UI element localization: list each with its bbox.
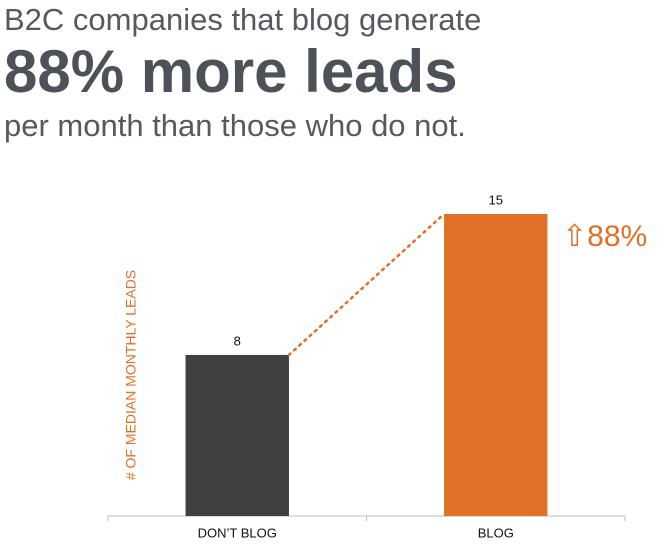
data-label: 8	[234, 333, 241, 348]
connector	[287, 212, 446, 357]
bar	[185, 354, 289, 516]
title-headline: 88% more leads	[4, 38, 458, 105]
x-tick-label: DON’T BLOG	[198, 525, 277, 540]
annotation: ⇧88%	[562, 220, 647, 253]
title-line: per month than those who do not.	[4, 108, 466, 143]
data-label: 15	[489, 192, 503, 207]
x-tick-label: BLOG	[478, 525, 514, 540]
title-line: B2C companies that blog generate	[4, 2, 481, 37]
bar	[444, 214, 548, 516]
y-axis-label: # OF MEDIAN MONTHLY LEADS	[123, 270, 139, 480]
